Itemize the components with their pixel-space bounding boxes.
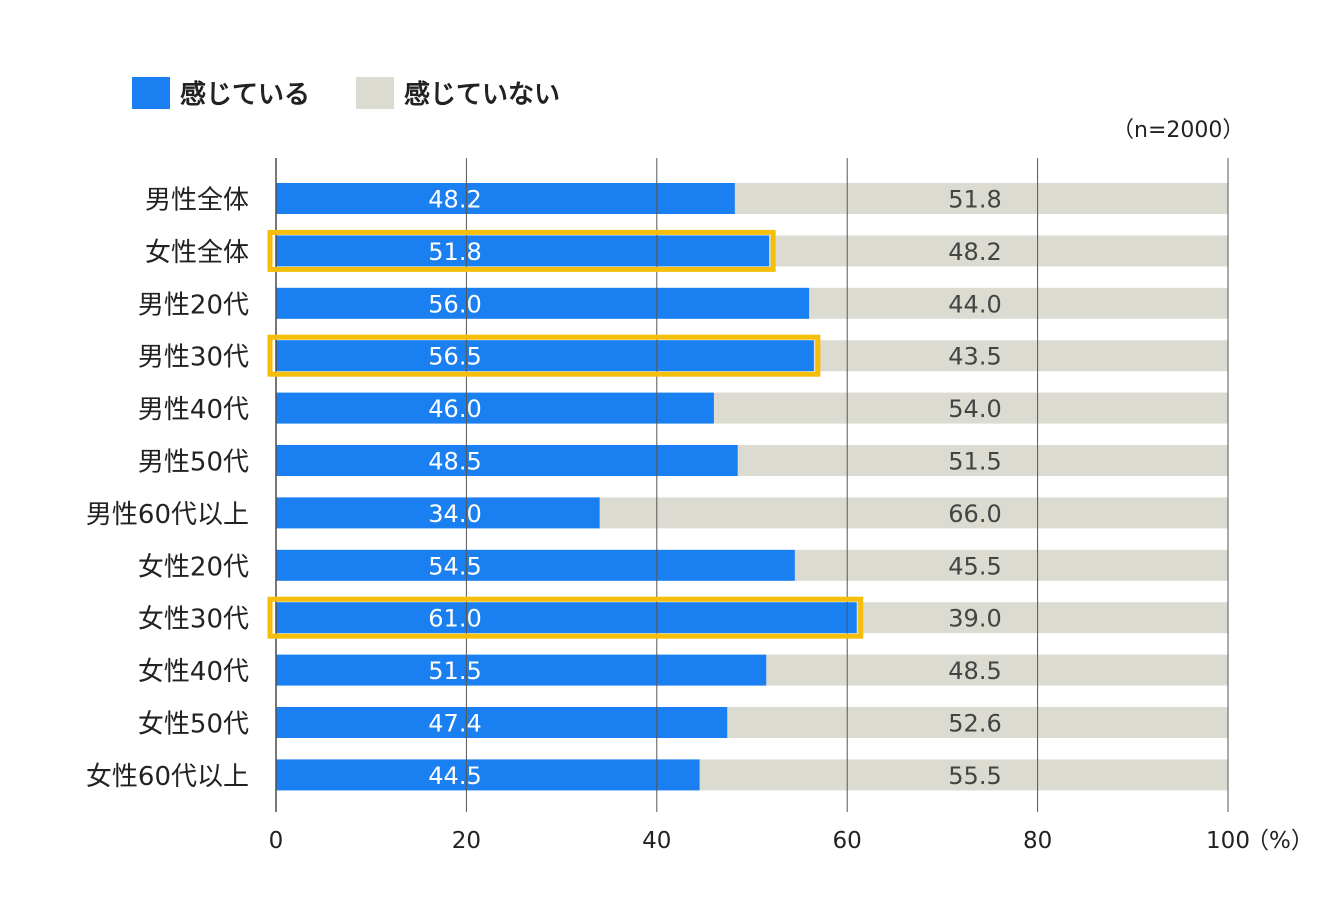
bar-yes-0 — [276, 183, 735, 214]
bar-yes-1 — [276, 235, 770, 267]
highlight-frame-1 — [267, 229, 776, 272]
legend-item-yes: 感じている — [132, 74, 310, 111]
category-label-0: 男性全体 — [145, 186, 249, 216]
value-label-no-8: 39.0 — [948, 605, 1001, 633]
bars — [276, 183, 1228, 791]
bar-no-7 — [794, 549, 1228, 581]
bar-yes-5 — [276, 445, 738, 476]
value-label-yes-1: 51.8 — [428, 238, 481, 266]
category-label-7: 女性20代 — [138, 552, 249, 582]
bar-yes-6 — [276, 497, 600, 529]
bar-no-10 — [727, 707, 1228, 738]
legend-item-no: 感じていない — [356, 74, 560, 111]
highlight-frame-3 — [267, 334, 821, 377]
value-label-yes-6: 34.0 — [428, 500, 481, 528]
value-label-yes-0: 48.2 — [428, 186, 481, 214]
value-label-yes-7: 54.5 — [428, 552, 481, 580]
category-label-4: 男性40代 — [138, 395, 249, 425]
bar-yes-11 — [276, 759, 700, 791]
legend-swatch-no — [356, 76, 395, 109]
category-label-6: 男性60代以上 — [86, 500, 249, 530]
bar-no-4 — [713, 392, 1228, 424]
value-label-no-9: 48.5 — [948, 657, 1001, 685]
bar-no-1 — [769, 235, 1228, 267]
value-label-no-5: 51.5 — [948, 448, 1001, 476]
labels: 男性全体 48.2 51.8 女性全体 51.8 48.2 男性20代 56.0 44.0 男性3… — [86, 186, 1314, 855]
value-label-no-0: 51.8 — [948, 186, 1001, 214]
bar-yes-3 — [276, 340, 814, 372]
value-label-no-11: 55.5 — [948, 762, 1001, 790]
bar-yes-7 — [276, 549, 795, 581]
legend-label-yes: 感じている — [180, 80, 311, 110]
value-label-no-1: 48.2 — [948, 238, 1001, 266]
x-tick-label-40: 40 — [642, 828, 671, 854]
value-label-yes-5: 48.5 — [428, 448, 481, 476]
category-label-3: 男性30代 — [138, 343, 249, 373]
x-tick-label-20: 20 — [452, 828, 481, 854]
bar-no-0 — [734, 183, 1228, 214]
value-label-yes-2: 56.0 — [428, 290, 481, 318]
bar-yes-4 — [276, 392, 714, 424]
bar-no-2 — [809, 287, 1228, 319]
legend: 感じている 感じていない — [132, 74, 606, 111]
value-label-no-2: 44.0 — [948, 290, 1001, 318]
legend-swatch-yes — [132, 76, 170, 109]
value-label-yes-11: 44.5 — [428, 762, 481, 790]
category-label-9: 女性40代 — [138, 657, 249, 687]
category-label-8: 女性30代 — [138, 605, 249, 635]
bar-yes-2 — [276, 287, 810, 319]
value-label-yes-9: 51.5 — [428, 657, 481, 685]
sample-size-note: （n=2000） — [1112, 118, 1245, 143]
highlight-frames — [267, 229, 864, 639]
bar-yes-10 — [276, 707, 728, 738]
value-label-yes-10: 47.4 — [428, 710, 481, 738]
highlight-frame-8 — [267, 596, 864, 639]
value-label-no-10: 52.6 — [948, 710, 1001, 738]
value-label-yes-3: 56.5 — [428, 343, 481, 371]
category-label-10: 女性50代 — [138, 710, 249, 740]
category-label-5: 男性50代 — [138, 448, 249, 478]
value-label-no-6: 66.0 — [948, 500, 1001, 528]
x-tick-label-60: 60 — [833, 828, 862, 854]
value-label-no-7: 45.5 — [948, 552, 1001, 580]
bar-no-3 — [813, 340, 1228, 372]
bar-no-5 — [737, 445, 1228, 476]
value-label-yes-8: 61.0 — [428, 605, 481, 633]
category-label-2: 男性20代 — [138, 290, 249, 320]
bar-no-6 — [599, 497, 1228, 529]
x-tick-label-100: 100 — [1206, 828, 1250, 854]
category-label-11: 女性60代以上 — [86, 762, 249, 792]
bar-no-11 — [699, 759, 1228, 791]
legend-label-no: 感じていない — [404, 80, 561, 110]
x-tick-label-80: 80 — [1023, 828, 1052, 854]
bar-yes-8 — [276, 602, 857, 634]
bar-no-9 — [766, 654, 1228, 686]
bar-no-8 — [856, 602, 1228, 634]
value-label-no-3: 43.5 — [948, 343, 1001, 371]
bar-yes-9 — [276, 654, 767, 686]
x-unit-label: （%） — [1246, 828, 1314, 854]
category-label-1: 女性全体 — [145, 238, 249, 268]
value-label-no-4: 54.0 — [948, 395, 1001, 423]
value-label-yes-4: 46.0 — [428, 395, 481, 423]
x-tick-label-0: 0 — [269, 828, 284, 854]
